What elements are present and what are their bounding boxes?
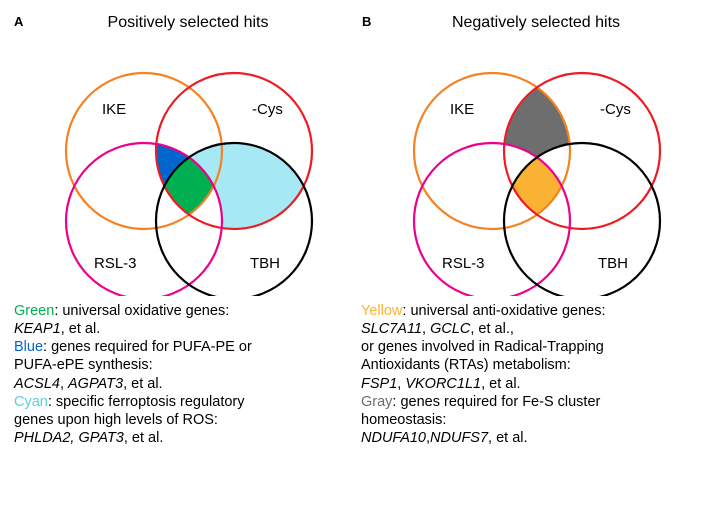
legend-italic: GCLC bbox=[430, 321, 470, 337]
legend-italic: AGPAT3 bbox=[68, 376, 123, 392]
venn-b: IKE -Cys RSL-3 TBH bbox=[362, 36, 710, 296]
legend-line: Green: universal oxidative genes: bbox=[14, 302, 361, 320]
legend-line: FSP1, VKORC1L1, et al. bbox=[361, 375, 708, 393]
panel-a-title: Positively selected hits bbox=[14, 14, 362, 32]
venn-a: IKE -Cys RSL-3 TBH bbox=[14, 36, 362, 296]
legend-line: KEAP1, et al. bbox=[14, 320, 361, 338]
panels-row: A Positively selected hits IKE -Cys RSL-3 T… bbox=[14, 12, 708, 296]
legend-color-label: Yellow bbox=[361, 303, 402, 319]
panel-b: B Negatively selected hits IKE -Cys RSL-3 T… bbox=[362, 12, 710, 296]
venn-label: RSL-3 bbox=[442, 255, 485, 272]
legend-line: SLC7A11, GCLC, et al., bbox=[361, 320, 708, 338]
region-yellow bbox=[512, 157, 561, 214]
legend-a: Green: universal oxidative genes:KEAP1, … bbox=[14, 302, 361, 447]
legend-line: Antioxidants (RTAs) metabolism: bbox=[361, 356, 708, 374]
panel-a: A Positively selected hits IKE -Cys RSL-3 T… bbox=[14, 12, 362, 296]
panel-a-tag: A bbox=[14, 14, 23, 29]
panel-b-tag: B bbox=[362, 14, 371, 29]
legend-italic: PHLDA2, GPAT3 bbox=[14, 430, 124, 446]
legend-italic: VKORC1L1 bbox=[405, 376, 481, 392]
legend-line: homeostasis: bbox=[361, 411, 708, 429]
legend-line: genes upon high levels of ROS: bbox=[14, 411, 361, 429]
legend-line: Cyan: specific ferroptosis regulatory bbox=[14, 393, 361, 411]
venn-label: -Cys bbox=[600, 101, 631, 118]
legend-line: ACSL4, AGPAT3, et al. bbox=[14, 375, 361, 393]
venn-label: TBH bbox=[598, 255, 628, 272]
legend-italic: KEAP1 bbox=[14, 321, 61, 337]
venn-label: -Cys bbox=[252, 101, 283, 118]
legends-row: Green: universal oxidative genes:KEAP1, … bbox=[14, 302, 708, 447]
venn-label: IKE bbox=[102, 101, 126, 118]
legend-line: NDUFA10,NDUFS7, et al. bbox=[361, 429, 708, 447]
legend-color-label: Cyan bbox=[14, 394, 48, 410]
legend-color-label: Green bbox=[14, 303, 54, 319]
legend-line: PUFA-ePE synthesis: bbox=[14, 356, 361, 374]
venn-label: RSL-3 bbox=[94, 255, 137, 272]
legend-color-label: Blue bbox=[14, 339, 43, 355]
legend-italic: NDUFS7 bbox=[430, 430, 488, 446]
legend-color-label: Gray bbox=[361, 394, 392, 410]
legend-b: Yellow: universal anti-oxidative genes:S… bbox=[361, 302, 708, 447]
legend-line: Yellow: universal anti-oxidative genes: bbox=[361, 302, 708, 320]
legend-italic: FSP1 bbox=[361, 376, 397, 392]
legend-line: PHLDA2, GPAT3, et al. bbox=[14, 429, 361, 447]
panel-b-title: Negatively selected hits bbox=[362, 14, 710, 32]
legend-line: or genes involved in Radical-Trapping bbox=[361, 338, 708, 356]
legend-italic: ACSL4 bbox=[14, 376, 60, 392]
legend-line: Gray: genes required for Fe-S cluster bbox=[361, 393, 708, 411]
legend-line: Blue: genes required for PUFA-PE or bbox=[14, 338, 361, 356]
venn-label: IKE bbox=[450, 101, 474, 118]
venn-label: TBH bbox=[250, 255, 280, 272]
legend-italic: NDUFA10 bbox=[361, 430, 426, 446]
legend-italic: SLC7A11 bbox=[361, 321, 422, 337]
